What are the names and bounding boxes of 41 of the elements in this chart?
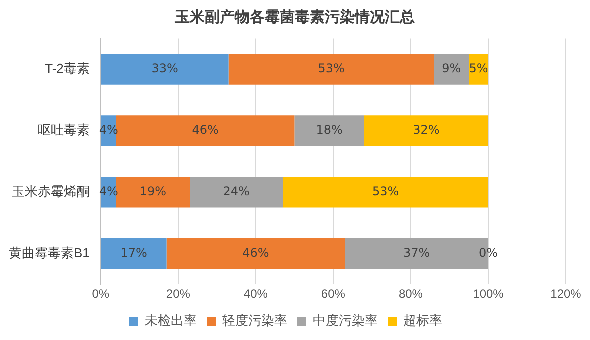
x-tick-label: 120%: [550, 287, 582, 302]
chart-title: 玉米副产物各霉菌毒素污染情况汇总: [174, 7, 416, 28]
y-tick-label: 玉米赤霉烯酮: [12, 184, 90, 200]
data-label: 9%: [442, 62, 462, 76]
bar: [116, 177, 190, 208]
bar: [116, 116, 295, 146]
data-label: 46%: [192, 123, 219, 138]
data-label: 53%: [318, 62, 345, 76]
bar: [166, 238, 346, 270]
bar: [283, 177, 488, 208]
x-tick-label: 40%: [244, 287, 268, 302]
data-label: 37%: [403, 246, 430, 260]
data-label: 33%: [152, 62, 178, 76]
bar: [294, 116, 364, 146]
bar: [364, 116, 488, 146]
data-label: 5%: [469, 62, 488, 76]
x-tick-label: 0%: [92, 287, 110, 302]
data-label: 18%: [316, 123, 343, 138]
data-label: 53%: [372, 184, 400, 199]
data-label: 46%: [242, 246, 270, 260]
legend-label: 未检出率: [145, 313, 197, 328]
data-label: 17%: [120, 246, 148, 260]
bar: [190, 177, 284, 208]
data-label: 24%: [223, 184, 250, 199]
x-tick-label: 60%: [321, 287, 346, 302]
bar: [101, 54, 229, 85]
x-tick-label: 80%: [398, 287, 424, 302]
x-tick-label: 20%: [166, 287, 191, 302]
data-label: 32%: [413, 123, 440, 138]
y-tick-label: T-2毒素: [45, 61, 90, 76]
bar: [228, 54, 434, 85]
legend-label: 轻度污染率: [222, 313, 288, 328]
bar: [434, 54, 470, 85]
y-tick-label: 黄曲霉毒素B1: [8, 245, 90, 260]
x-tick-label: 100%: [473, 287, 504, 302]
legend-label: 超标率: [404, 313, 442, 328]
data-label: 0%: [478, 246, 498, 260]
y-tick-label: 呕吐毒素: [38, 122, 90, 138]
bar: [101, 238, 167, 270]
data-label: 19%: [140, 184, 167, 199]
legend-label: 中度污染率: [313, 313, 378, 328]
